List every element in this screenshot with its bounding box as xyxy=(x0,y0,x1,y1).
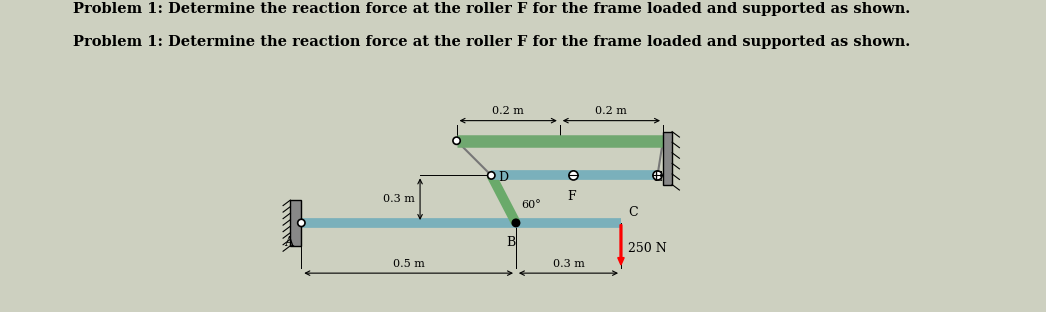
Text: D: D xyxy=(499,171,508,184)
Text: 60°: 60° xyxy=(521,200,541,210)
Circle shape xyxy=(298,219,305,227)
Text: Problem 1: Determine the reaction force at the roller F for the frame loaded and: Problem 1: Determine the reaction force … xyxy=(73,35,910,49)
Circle shape xyxy=(453,137,460,144)
Text: 250 N: 250 N xyxy=(629,242,667,255)
FancyArrow shape xyxy=(618,225,624,265)
Bar xyxy=(663,132,673,185)
Text: 0.2 m: 0.2 m xyxy=(493,106,524,116)
Circle shape xyxy=(513,219,520,227)
Text: F: F xyxy=(567,190,576,203)
Circle shape xyxy=(487,172,495,179)
Text: 0.3 m: 0.3 m xyxy=(552,259,585,269)
Text: C: C xyxy=(629,206,638,219)
Text: Problem 1: Determine the reaction force at the roller F for the frame loaded and: Problem 1: Determine the reaction force … xyxy=(73,2,910,16)
Text: 0.3 m: 0.3 m xyxy=(383,194,414,204)
Text: B: B xyxy=(506,236,516,249)
Text: A: A xyxy=(285,236,293,249)
Text: 0.2 m: 0.2 m xyxy=(595,106,628,116)
Circle shape xyxy=(653,171,662,180)
Text: E: E xyxy=(653,171,662,184)
Bar xyxy=(291,200,301,246)
Text: 0.5 m: 0.5 m xyxy=(392,259,425,269)
Circle shape xyxy=(569,171,578,180)
